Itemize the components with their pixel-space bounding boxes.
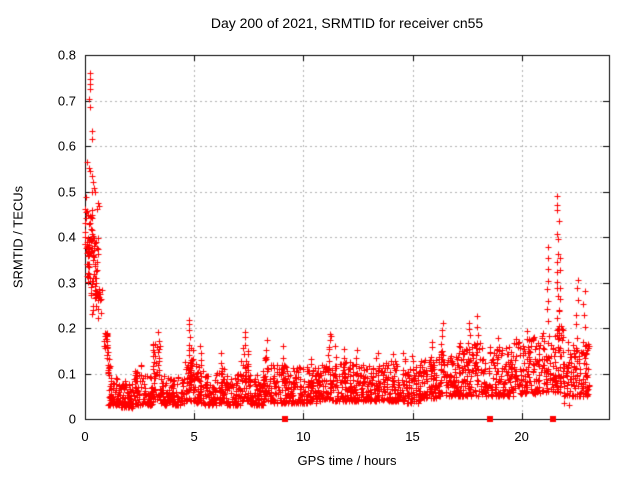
y-tick-label: 0.8 [57,47,76,63]
x-tick-label: 15 [405,429,420,444]
y-tick-label: 0.6 [57,138,76,154]
x-tick-label: 10 [296,429,311,444]
x-tick-label: 20 [514,429,529,444]
y-tick-label: 0.1 [57,366,76,381]
y-tick-label: 0.2 [57,320,76,336]
chart-title: Day 200 of 2021, SRMTID for receiver cn5… [210,15,484,31]
y-tick-label: 0.4 [57,229,76,245]
x-tick-label: 5 [190,429,198,444]
x-axis-label: GPS time / hours [297,453,397,468]
y-tick-label: 0.3 [57,275,76,290]
y-tick-label: 0.5 [57,184,76,199]
x-tick-label: 0 [81,429,89,444]
y-axis-label: SRMTID / TECUs [10,185,26,289]
y-tick-label: 0 [68,411,76,427]
y-tick-label: 0.7 [57,93,76,108]
